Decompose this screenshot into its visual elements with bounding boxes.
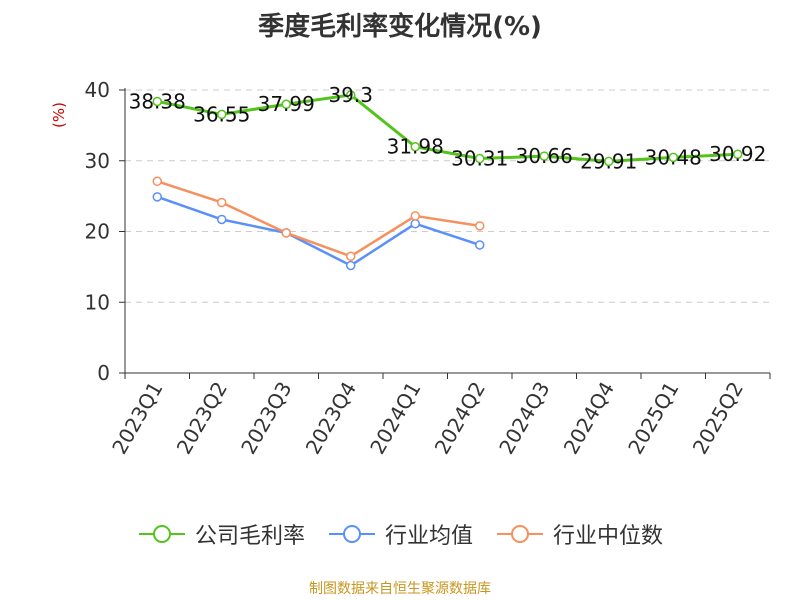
- data-label: 37.99: [258, 92, 315, 116]
- data-point: [346, 251, 356, 262]
- data-label: 30.48: [645, 145, 702, 169]
- x-tick-label: 2024Q4: [559, 378, 619, 459]
- data-point: [410, 218, 420, 229]
- data-point: [217, 109, 227, 120]
- data-point: [410, 141, 420, 152]
- data-label: 30.92: [709, 142, 766, 166]
- legend-marker-industry-median: [497, 525, 543, 543]
- data-label: 29.91: [580, 149, 637, 173]
- series-line-2: [156, 180, 480, 258]
- x-tick-label: 2023Q1: [107, 378, 167, 459]
- legend-label-industry-median: 行业中位数: [553, 524, 664, 549]
- data-point: [281, 99, 291, 109]
- data-point: [604, 156, 614, 167]
- legend-item-company[interactable]: 公司毛利率: [137, 518, 305, 550]
- y-tick-label: 30: [85, 149, 110, 173]
- legend-item-industry-median[interactable]: 行业中位数: [495, 518, 663, 550]
- y-tick-label: 40: [85, 78, 110, 102]
- data-label: 39.3: [328, 83, 373, 107]
- data-point: [410, 211, 420, 221]
- data-point: [539, 151, 549, 161]
- x-tick-label: 2024Q2: [430, 378, 490, 459]
- x-tick-label: 2024Q3: [494, 378, 554, 459]
- series-line-1: [156, 195, 481, 267]
- chart-title: 季度毛利率变化情况(%): [258, 12, 542, 42]
- x-tick-label: 2023Q2: [172, 378, 232, 459]
- y-tick-label: 0: [97, 361, 110, 385]
- data-point: [668, 152, 678, 163]
- x-tick-label: 2025Q2: [688, 378, 748, 459]
- data-label: 30.31: [451, 147, 508, 171]
- data-point: [475, 240, 485, 250]
- data-point: [346, 260, 356, 271]
- data-source-note: 制图数据来自恒生聚源数据库: [309, 581, 491, 597]
- data-point: [152, 176, 162, 187]
- x-tick-label: 2023Q3: [236, 378, 296, 459]
- data-point: [475, 221, 485, 231]
- data-label: 31.98: [387, 135, 444, 159]
- data-point: [217, 197, 227, 208]
- x-tick-label: 2023Q4: [301, 378, 361, 459]
- data-point: [152, 192, 162, 202]
- legend-marker-industry-mean: [328, 525, 375, 543]
- data-point: [475, 153, 485, 164]
- x-tick-label: 2025Q1: [623, 378, 683, 459]
- data-label: 36.55: [193, 102, 250, 126]
- legend-label-industry-mean: 行业均值: [384, 524, 473, 549]
- y-tick-label: 10: [85, 290, 110, 314]
- data-point: [281, 228, 291, 238]
- data-label: 30.66: [516, 144, 573, 168]
- y-tick-label: 20: [85, 220, 110, 244]
- data-point: [217, 214, 227, 225]
- series-line-0: [156, 93, 738, 163]
- data-point: [152, 96, 162, 107]
- data-point: [733, 149, 743, 159]
- legend: 公司毛利率 行业均值 行业中位数: [0, 518, 800, 550]
- legend-item-industry-mean[interactable]: 行业均值: [327, 518, 473, 550]
- legend-label-company: 公司毛利率: [194, 524, 305, 549]
- x-tick-label: 2024Q1: [365, 378, 425, 459]
- legend-marker-company: [138, 525, 185, 543]
- data-label: 38.38: [129, 89, 186, 113]
- data-point: [346, 90, 356, 100]
